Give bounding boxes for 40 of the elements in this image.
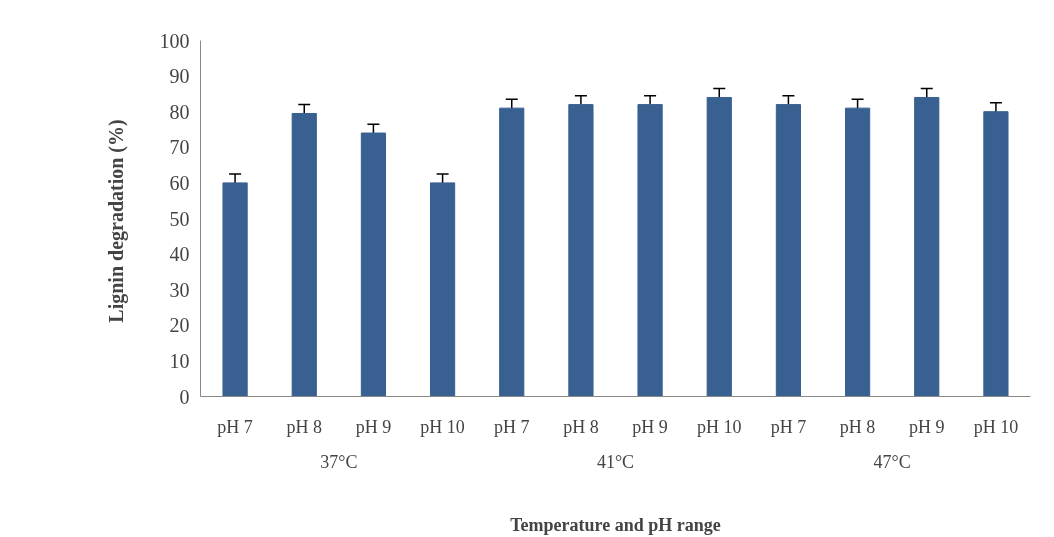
x-tick-label: pH 8 <box>839 416 876 437</box>
x-tick-label: pH 7 <box>770 416 807 437</box>
text: 47°C <box>873 451 911 472</box>
bar <box>637 104 663 397</box>
x-tick-label: pH 10 <box>973 416 1019 437</box>
y-tick-label: 30 <box>169 278 190 301</box>
bar <box>291 112 317 397</box>
x-tick-label: pH 9 <box>632 416 668 437</box>
bar <box>568 104 594 397</box>
y-tick-label: 100 <box>159 29 190 52</box>
y-tick-label: 90 <box>169 65 190 88</box>
bar <box>844 107 871 397</box>
bar <box>706 96 732 397</box>
bar <box>429 182 456 397</box>
bar <box>499 107 525 397</box>
y-tick-label: 50 <box>169 207 190 230</box>
text: 41°C <box>596 451 635 472</box>
y-tick-label: 0 <box>179 385 190 408</box>
y-tick-label: 60 <box>169 171 190 194</box>
bar <box>983 111 1009 397</box>
x-axis-title: Temperature and pH range <box>510 514 721 535</box>
text: 37°C <box>320 451 358 472</box>
y-tick-label: 40 <box>169 243 190 266</box>
y-tick-label: 80 <box>169 100 190 123</box>
x-tick-label: pH 10 <box>420 416 465 437</box>
x-tick-label: pH 9 <box>909 416 945 437</box>
y-tick-label: 20 <box>169 314 190 337</box>
x-tick-label: pH 8 <box>563 416 599 437</box>
y-tick-label: 10 <box>169 349 190 372</box>
x-tick-label: pH 9 <box>355 416 392 437</box>
y-tick-label: 70 <box>169 136 190 159</box>
y-axis-title: Lignin degradation (%) <box>104 119 128 323</box>
bar <box>360 132 387 397</box>
bar <box>222 182 248 397</box>
x-tick-label: pH 10 <box>697 416 742 437</box>
bar <box>914 96 940 397</box>
x-tick-label: pH 7 <box>217 416 253 437</box>
x-tick-label: pH 8 <box>286 416 322 437</box>
bar <box>775 104 802 397</box>
x-tick-label: pH 7 <box>494 416 530 437</box>
